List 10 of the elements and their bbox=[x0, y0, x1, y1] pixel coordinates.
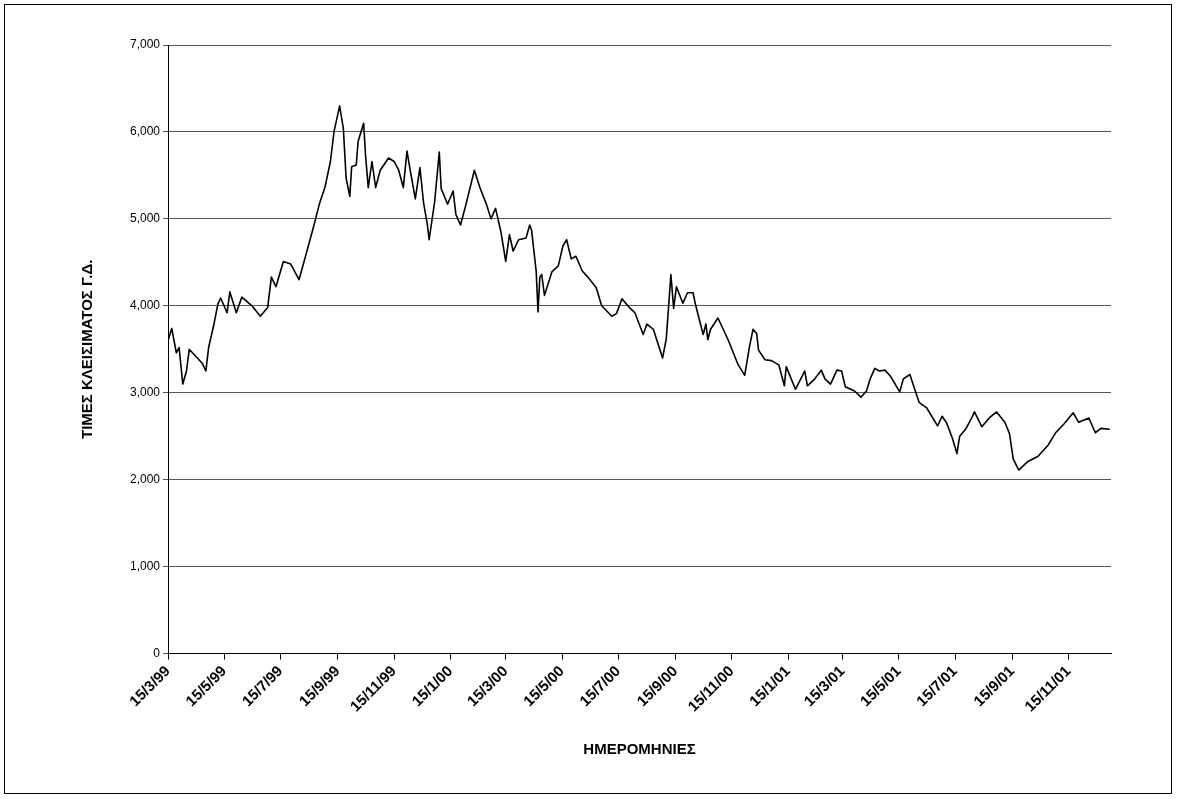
y-tick-label: 0 bbox=[153, 645, 161, 660]
y-axis-title: ΤΙΜΕΣ ΚΛΕΙΣΙΜΑΤΟΣ Γ.Δ. bbox=[78, 259, 96, 440]
x-axis-title: ΗΜΕΡΟΜΗΝΙΕΣ bbox=[583, 740, 696, 758]
y-tick-label: 6,000 bbox=[130, 124, 161, 139]
y-tick-label: 7,000 bbox=[130, 37, 161, 52]
y-tick-label: 3,000 bbox=[130, 385, 161, 400]
y-tick-label: 5,000 bbox=[130, 211, 161, 226]
y-tick-label: 4,000 bbox=[130, 298, 161, 313]
y-tick-label: 1,000 bbox=[130, 558, 161, 573]
y-tick-label: 2,000 bbox=[130, 472, 161, 487]
